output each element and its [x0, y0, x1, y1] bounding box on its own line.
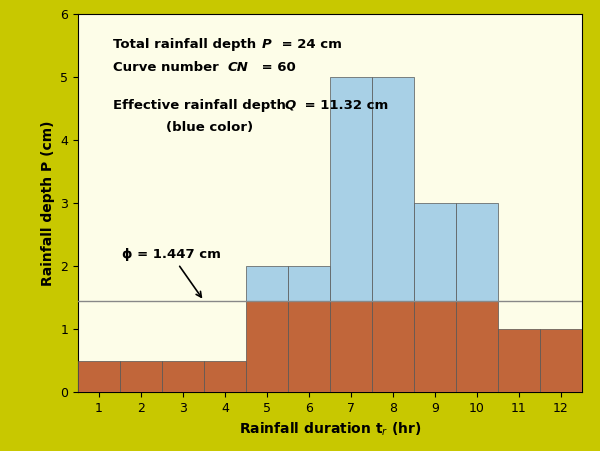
- Bar: [373, 301, 413, 392]
- Text: ϕ = 1.447 cm: ϕ = 1.447 cm: [122, 248, 221, 297]
- Text: = 60: = 60: [257, 61, 296, 74]
- Text: CN: CN: [227, 61, 248, 74]
- Bar: [415, 203, 455, 301]
- Bar: [331, 301, 371, 392]
- Bar: [373, 77, 413, 301]
- Y-axis label: Rainfall depth P (cm): Rainfall depth P (cm): [41, 120, 55, 285]
- Text: (blue color): (blue color): [166, 121, 253, 134]
- Bar: [289, 301, 329, 392]
- X-axis label: Rainfall duration t$_r$ (hr): Rainfall duration t$_r$ (hr): [239, 421, 421, 438]
- Bar: [541, 329, 581, 392]
- Bar: [247, 266, 287, 301]
- Text: = 24 cm: = 24 cm: [277, 38, 342, 51]
- Bar: [121, 361, 161, 392]
- Bar: [205, 361, 245, 392]
- Text: = 11.32 cm: = 11.32 cm: [300, 99, 388, 112]
- Bar: [415, 301, 455, 392]
- Bar: [289, 266, 329, 301]
- Bar: [457, 301, 497, 392]
- Bar: [247, 301, 287, 392]
- Text: Curve number: Curve number: [113, 61, 224, 74]
- Bar: [331, 77, 371, 301]
- Text: P: P: [262, 38, 272, 51]
- Bar: [457, 203, 497, 301]
- Bar: [163, 361, 203, 392]
- Text: Total rainfall depth: Total rainfall depth: [113, 38, 261, 51]
- Text: Effective rainfall depth: Effective rainfall depth: [113, 99, 291, 112]
- Text: Q: Q: [284, 99, 296, 112]
- Bar: [499, 329, 539, 392]
- Bar: [79, 361, 119, 392]
